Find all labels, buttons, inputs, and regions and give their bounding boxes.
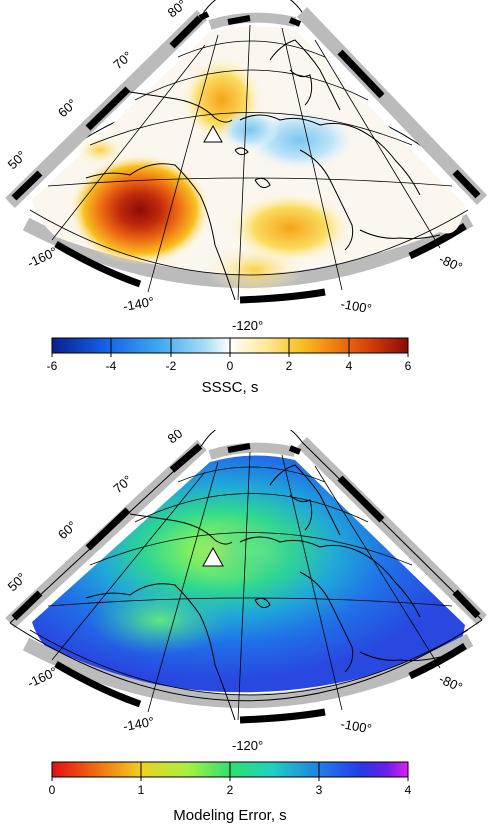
colorbar-tick: 1 [138, 783, 145, 797]
coastlines [85, 39, 441, 301]
triangle-icon [203, 124, 223, 143]
colorbar-title: Modeling Error, s [173, 807, 286, 824]
lon-label-140: -140° [122, 714, 155, 734]
lat-label-60: 60° [55, 518, 80, 542]
lat-label-50: 50° [5, 148, 30, 172]
colorbar-tick: 2 [227, 783, 234, 797]
lon-label-160: -160° [25, 664, 60, 691]
sssc-colorbar: -6 -4 -2 0 2 4 6 SSSC, s [47, 337, 412, 395]
error-colorbar: 0 1 2 3 4 Modeling Error, s [49, 761, 412, 824]
lat-label-70: 70° [110, 48, 135, 72]
lat-label-70: 70° [110, 472, 135, 496]
colorbar-tick: 6 [405, 359, 412, 373]
sssc-map: 80° 70° 60° 50° -160° -140° -120° -100° … [5, 0, 488, 395]
colorbar-tick: 0 [49, 783, 56, 797]
lon-label-160: -160° [25, 244, 60, 271]
triangle-icon [202, 546, 224, 567]
lat-label-80: 80° [165, 0, 190, 20]
colorbar-title: SSSC, s [202, 379, 259, 395]
lon-label-120: -120° [232, 318, 263, 333]
colorbar-tick: 4 [346, 359, 353, 373]
coastlines [85, 464, 441, 721]
lon-label-100: -100° [339, 716, 372, 736]
lon-label-100: -100° [339, 296, 372, 316]
lon-label-80: -80° [437, 251, 465, 275]
lat-label-50: 50° [5, 570, 30, 594]
graticule [29, 451, 469, 721]
lon-label-140: -140° [122, 294, 155, 314]
colorbar-tick: 0 [227, 359, 234, 373]
colorbar-tick: -6 [47, 359, 58, 373]
colorbar-tick: 3 [316, 783, 323, 797]
colorbar-tick: -4 [106, 359, 117, 373]
colorbar-tick: 2 [286, 359, 293, 373]
lon-label-120: -120° [232, 738, 263, 753]
colorbar-tick: -2 [166, 359, 177, 373]
lat-label-60: 60° [55, 96, 80, 120]
graticule [29, 24, 469, 301]
lat-label-80: 80° [165, 430, 190, 446]
modeling-error-map: 80° 70° 60° 50° -160° -140° -120° -100° … [5, 430, 487, 824]
lon-label-80: -80° [437, 671, 465, 695]
colorbar-tick: 4 [405, 783, 412, 797]
